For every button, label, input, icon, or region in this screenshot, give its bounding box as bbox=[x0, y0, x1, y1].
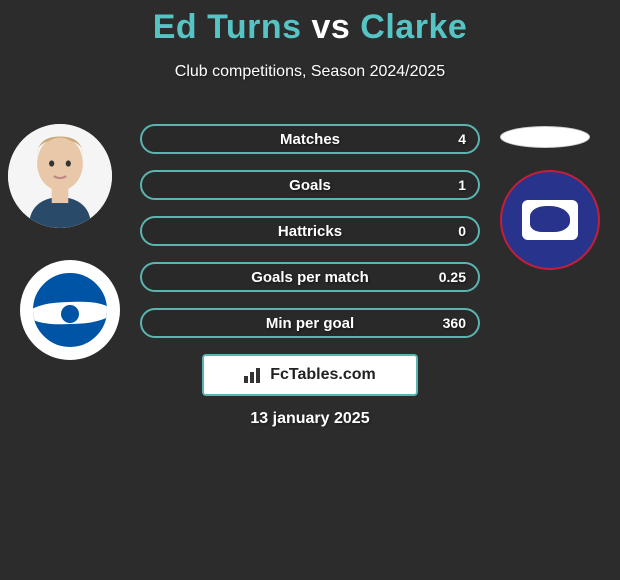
source-badge: FcTables.com bbox=[202, 354, 418, 396]
stat-row-min-per-goal: Min per goal 360 bbox=[140, 308, 480, 338]
subtitle: Club competitions, Season 2024/2025 bbox=[0, 63, 620, 81]
stat-value-right: 0.25 bbox=[439, 264, 466, 290]
stat-value-right: 4 bbox=[458, 126, 466, 152]
stat-value-right: 0 bbox=[458, 218, 466, 244]
player2-avatar bbox=[500, 126, 590, 148]
player1-name: Ed Turns bbox=[153, 8, 302, 46]
stat-label: Hattricks bbox=[142, 218, 478, 244]
stat-row-hattricks: Hattricks 0 bbox=[140, 216, 480, 246]
player1-avatar bbox=[8, 124, 112, 228]
stat-label: Matches bbox=[142, 126, 478, 152]
player1-club-badge bbox=[20, 260, 120, 360]
comparison-title: Ed Turns vs Clarke bbox=[0, 0, 620, 47]
stat-label: Goals bbox=[142, 172, 478, 198]
stat-row-goals: Goals 1 bbox=[140, 170, 480, 200]
stat-label: Goals per match bbox=[142, 264, 478, 290]
date: 13 january 2025 bbox=[0, 410, 620, 428]
stat-value-right: 1 bbox=[458, 172, 466, 198]
stats-panel: Matches 4 Goals 1 Hattricks 0 Goals per … bbox=[140, 124, 480, 354]
chart-icon bbox=[244, 367, 264, 383]
stat-row-matches: Matches 4 bbox=[140, 124, 480, 154]
stat-row-goals-per-match: Goals per match 0.25 bbox=[140, 262, 480, 292]
source-text: FcTables.com bbox=[270, 366, 376, 384]
stat-value-right: 360 bbox=[443, 310, 466, 336]
ipswich-badge-icon bbox=[522, 200, 578, 240]
player2-name: Clarke bbox=[360, 8, 467, 46]
player2-club-badge bbox=[500, 170, 600, 270]
stat-label: Min per goal bbox=[142, 310, 478, 336]
brighton-badge-icon bbox=[29, 269, 111, 351]
vs-text: vs bbox=[312, 8, 351, 46]
